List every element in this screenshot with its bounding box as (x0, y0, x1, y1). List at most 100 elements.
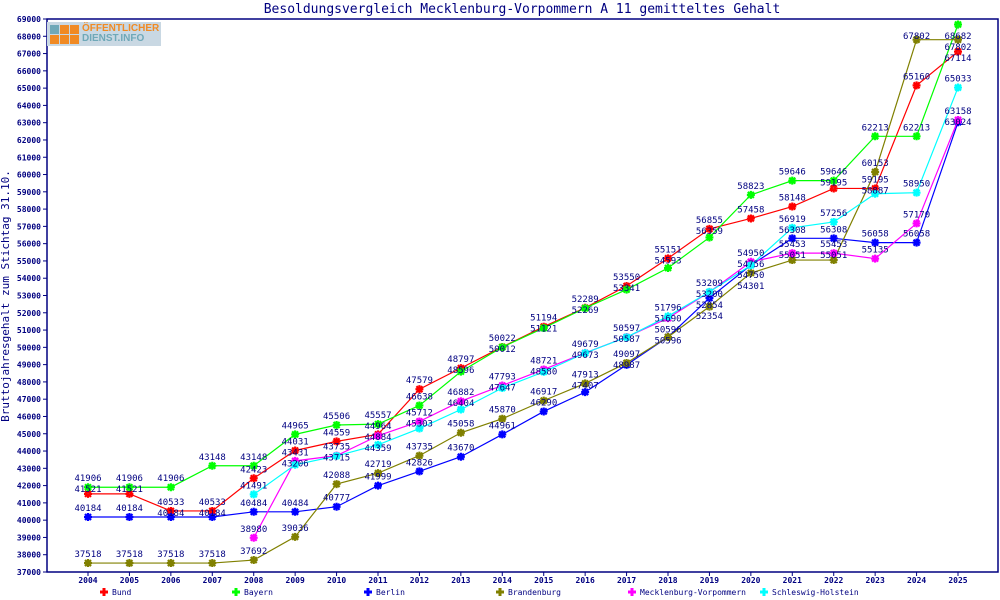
data-point-marker (912, 238, 921, 247)
y-tick-label: 69000 (17, 15, 41, 24)
legend-label: Bund (112, 588, 131, 597)
data-point-marker (291, 507, 300, 516)
data-label: 37518 (157, 550, 184, 560)
y-axis-label: Bruttojahresgehalt zum Stichtag 31.10. (0, 170, 12, 422)
data-label: 47913 (572, 370, 599, 380)
oeffentlicher-dienst-logo: ÖFFENTLICHER DIENST.INFO (47, 22, 161, 46)
data-point-marker (374, 481, 382, 490)
data-point-marker (871, 238, 880, 247)
data-label: 43431 (282, 448, 309, 458)
data-point-marker (912, 35, 921, 44)
data-point-marker (249, 490, 258, 499)
data-label: 46882 (447, 388, 474, 398)
data-point-marker (954, 20, 962, 29)
data-label: 59646 (779, 168, 806, 178)
data-point-marker (581, 379, 590, 388)
data-point-marker (166, 559, 175, 568)
data-point-marker (788, 223, 797, 232)
data-label: 43148 (240, 453, 267, 463)
data-point-marker (498, 384, 507, 393)
data-point-marker (954, 83, 962, 92)
data-label: 46638 (406, 392, 433, 402)
data-label: 42719 (364, 460, 391, 470)
data-point-marker (415, 451, 424, 460)
legend-marker-icon (760, 588, 768, 596)
data-point-marker (912, 219, 921, 228)
data-point-marker (954, 47, 962, 56)
data-point-marker (456, 452, 465, 461)
series-line (88, 122, 959, 518)
data-label: 45557 (364, 411, 391, 421)
data-label: 51690 (654, 314, 681, 324)
data-point-marker (581, 348, 590, 357)
data-label: 49679 (572, 340, 599, 350)
data-point-marker (84, 512, 92, 521)
data-label: 43670 (447, 444, 474, 454)
data-label: 67802 (944, 43, 971, 53)
data-point-marker (705, 224, 714, 233)
data-label: 50596 (654, 336, 681, 346)
x-tick-label: 2004 (78, 576, 97, 585)
data-label: 43148 (199, 453, 226, 463)
data-label: 40184 (74, 504, 101, 514)
data-point-marker (705, 233, 714, 242)
data-point-marker (166, 506, 175, 515)
data-point-marker (84, 559, 92, 568)
data-point-marker (912, 81, 921, 90)
data-label: 46917 (530, 388, 557, 398)
data-label: 53209 (696, 279, 723, 289)
x-tick-label: 2020 (741, 576, 760, 585)
data-label: 59195 (820, 179, 847, 189)
data-point-marker (125, 512, 134, 521)
data-label: 57256 (820, 209, 847, 219)
legend-marker-icon (628, 588, 636, 596)
data-label: 63024 (944, 118, 971, 128)
y-tick-label: 67000 (17, 50, 41, 59)
y-tick-label: 39000 (17, 533, 41, 542)
x-tick-label: 2019 (700, 576, 719, 585)
data-label: 45058 (447, 420, 474, 430)
data-point-marker (746, 190, 755, 199)
data-point-marker (788, 234, 797, 243)
y-tick-label: 42000 (17, 482, 41, 491)
chart-title: Besoldungsvergleich Mecklenburg-Vorpomme… (264, 2, 781, 17)
data-label: 63158 (944, 107, 971, 117)
data-label: 40484 (240, 499, 267, 509)
data-point-marker (829, 234, 838, 243)
series-line (88, 51, 959, 512)
data-point-marker (249, 474, 258, 483)
data-point-marker (415, 467, 424, 476)
data-label: 55051 (779, 251, 806, 261)
data-point-marker (829, 217, 838, 226)
data-point-marker (539, 407, 548, 416)
data-label: 37692 (240, 547, 267, 557)
data-label: 41906 (157, 474, 184, 484)
x-tick-label: 2023 (866, 576, 885, 585)
data-label: 52854 (696, 301, 723, 311)
data-point-marker (498, 430, 507, 439)
legend-item: Mecklenburg-Vorpommern (628, 588, 746, 597)
y-tick-label: 61000 (17, 153, 41, 162)
data-point-marker (332, 437, 341, 446)
y-tick-label: 56000 (17, 240, 41, 249)
x-tick-label: 2014 (493, 576, 512, 585)
data-point-marker (291, 430, 300, 439)
plot-frame (46, 18, 999, 573)
y-tick-label: 49000 (17, 361, 41, 370)
legend-label: Bayern (244, 588, 273, 597)
x-tick-label: 2017 (617, 576, 636, 585)
data-label: 42826 (406, 458, 433, 468)
data-label: 50596 (654, 325, 681, 335)
data-point-marker (332, 421, 341, 430)
data-label: 54950 (737, 249, 764, 259)
y-tick-label: 48000 (17, 378, 41, 387)
data-point-marker (871, 254, 880, 263)
data-point-marker (456, 367, 465, 376)
data-point-marker (746, 214, 755, 223)
data-label: 40533 (157, 498, 184, 508)
data-label: 43735 (406, 443, 433, 453)
data-label: 44559 (323, 428, 350, 438)
data-label: 56058 (903, 230, 930, 240)
data-point-marker (415, 385, 424, 394)
